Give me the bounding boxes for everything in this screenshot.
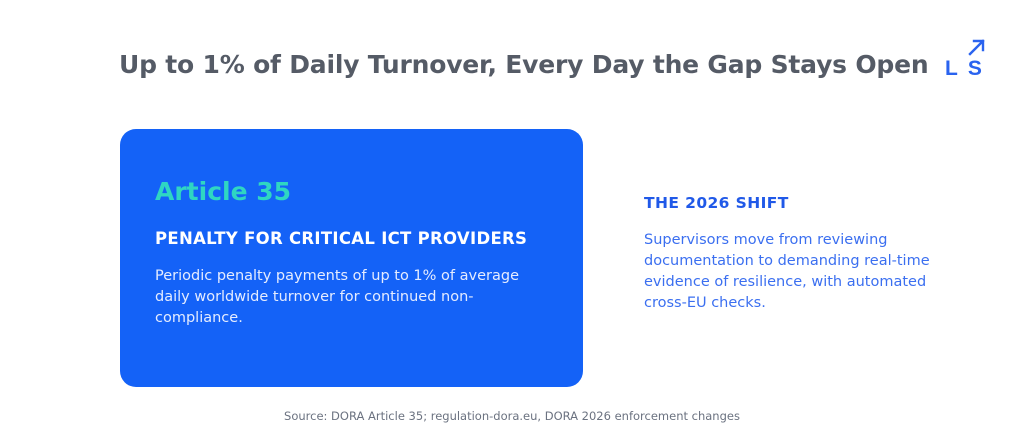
- penalty-card: Article 35 PENALTY FOR CRITICAL ICT PROV…: [120, 129, 583, 387]
- card-article-tag: Article 35: [155, 177, 292, 206]
- logo-letters: LS: [945, 57, 992, 80]
- card-body-text: Periodic penalty payments of up to 1% of…: [155, 268, 519, 326]
- card-heading: PENALTY FOR CRITICAL ICT PROVIDERS: [155, 229, 528, 248]
- shift-heading: THE 2026 SHIFT: [644, 194, 789, 212]
- slide-title: Up to 1% of Daily Turnover, Every Day th…: [119, 50, 929, 79]
- source-note: Source: DORA Article 35; regulation-dora…: [284, 409, 740, 423]
- shift-body-text: Supervisors move from reviewing document…: [644, 232, 930, 311]
- shift-panel: THE 2026 SHIFT Supervisors move from rev…: [644, 193, 944, 314]
- brand-logo: LS: [944, 38, 988, 82]
- arrow-up-right-icon: [968, 39, 985, 56]
